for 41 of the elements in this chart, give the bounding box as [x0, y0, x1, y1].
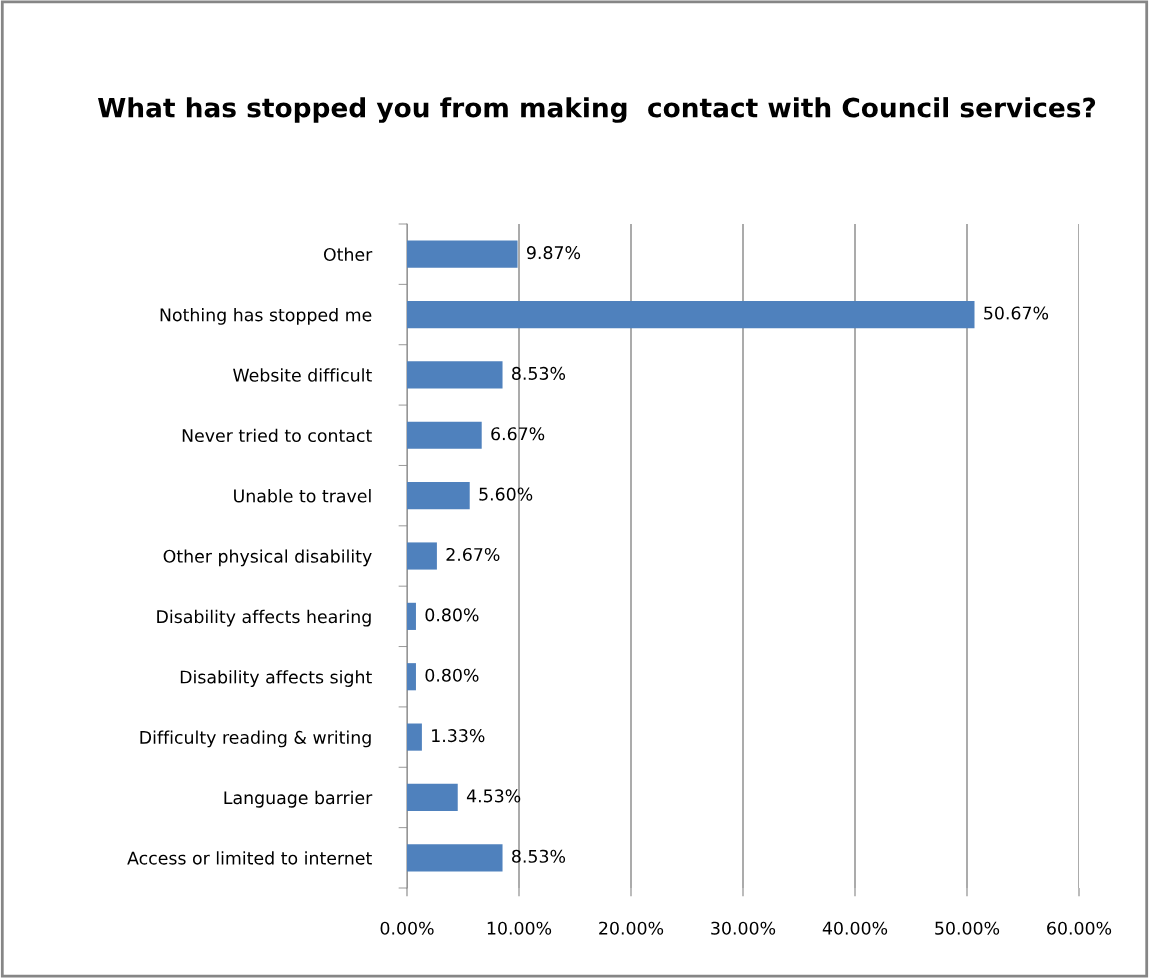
y-tick-label: Disability affects sight: [180, 670, 372, 687]
x-tick-label: 20.00%: [599, 921, 664, 935]
x-tick-label: 60.00%: [1047, 921, 1112, 935]
y-tick-label: Other: [323, 247, 373, 262]
x-tick-label: 0.00%: [380, 921, 434, 935]
bar: [407, 663, 416, 691]
bar: [407, 602, 416, 630]
bar: [407, 844, 503, 872]
data-label: 0.80%: [425, 608, 479, 622]
bar: [407, 783, 458, 812]
data-label: 4.53%: [466, 789, 521, 803]
y-tick-label: Nothing has stopped me: [160, 307, 372, 325]
bar: [407, 240, 518, 268]
data-label: 2.67%: [446, 547, 500, 562]
bar: [407, 542, 437, 570]
y-tick-label: Website difficult: [233, 368, 372, 382]
y-tick-label: Never tried to contact: [182, 428, 372, 443]
data-label: 9.87%: [526, 246, 581, 260]
y-tick-label: Language barrier: [224, 790, 373, 808]
bar: [407, 300, 975, 329]
y-tick-label: Difficulty reading & writing: [140, 730, 371, 748]
chart-title: What has stopped you from making contact with Council services?: [97, 97, 1096, 123]
data-label: 8.53%: [512, 849, 566, 863]
bar: [407, 421, 482, 449]
y-tick-label: Access or limited to internet: [127, 851, 372, 865]
y-tick-label: Other physical disability: [163, 549, 372, 567]
data-label: 8.53%: [512, 366, 566, 380]
bar: [407, 361, 503, 389]
data-label: 6.67%: [491, 427, 545, 441]
x-tick-label: 10.00%: [487, 921, 552, 935]
y-tick-label: Disability affects hearing: [157, 609, 371, 627]
data-label: 50.67%: [984, 306, 1049, 320]
bar: [407, 482, 470, 510]
data-label: 1.33%: [432, 729, 485, 743]
x-tick-label: 40.00%: [822, 921, 888, 935]
bar: [407, 723, 422, 751]
data-label: 0.80%: [425, 668, 479, 682]
x-tick-label: 30.00%: [711, 921, 776, 935]
x-tick-label: 50.00%: [935, 921, 1000, 935]
y-tick-label: Unable to travel: [234, 489, 371, 503]
data-label: 5.60%: [479, 487, 533, 501]
